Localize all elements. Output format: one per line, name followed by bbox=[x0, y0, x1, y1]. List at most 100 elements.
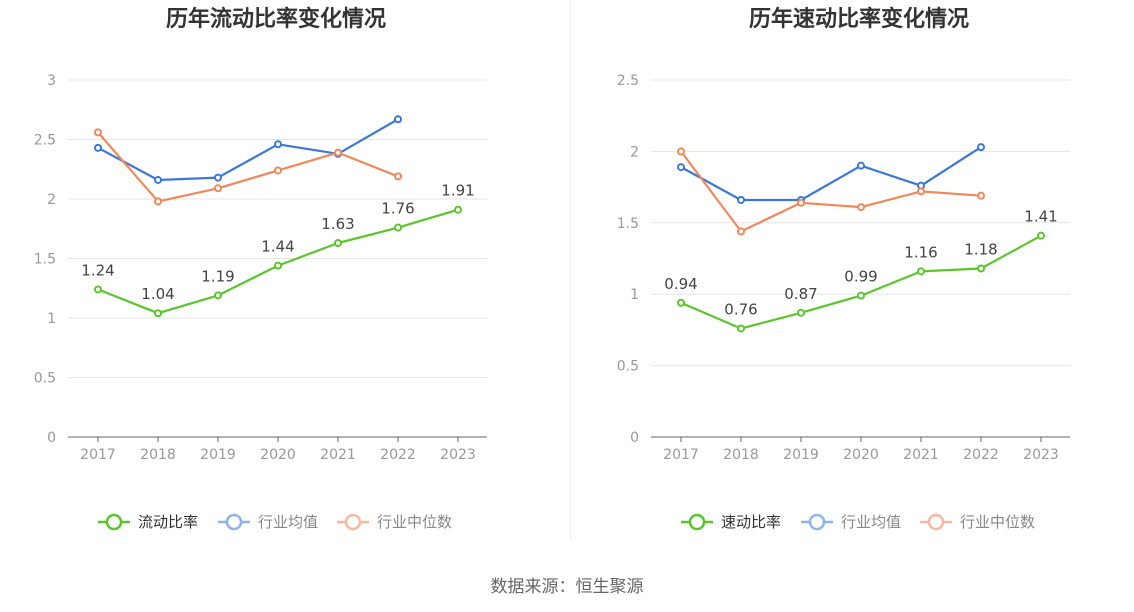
chart-panel-2: 历年速动比率变化情况 0 0.5 1 1.5 2 2.5 2017 2018 2019 2020 20… bbox=[617, 6, 1070, 531]
data-point bbox=[737, 324, 745, 333]
x-tick-label: 2017 bbox=[663, 447, 699, 463]
legend-marker bbox=[688, 513, 706, 531]
legend-label: 行业中位数 bbox=[377, 513, 452, 531]
panel-divider bbox=[570, 0, 571, 540]
legend-item: 行业中位数 bbox=[920, 513, 1035, 531]
data-label: 1.63 bbox=[321, 215, 354, 233]
y-tick-label: 2 bbox=[630, 144, 639, 160]
data-point bbox=[274, 261, 282, 270]
data-point bbox=[977, 191, 985, 200]
legend-label: 流动比率 bbox=[138, 513, 198, 531]
series-line bbox=[97, 118, 399, 182]
data-point bbox=[274, 166, 282, 175]
data-label: 0.99 bbox=[844, 268, 877, 286]
chart-title: 历年速动比率变化情况 bbox=[749, 6, 969, 32]
legend-label: 行业均值 bbox=[841, 513, 901, 531]
data-label: 1.44 bbox=[261, 238, 294, 256]
data-point bbox=[857, 291, 865, 300]
data-point bbox=[737, 227, 745, 236]
data-point bbox=[454, 205, 462, 214]
data-point bbox=[274, 140, 282, 149]
y-tick-label: 0 bbox=[47, 430, 56, 446]
y-tick-label: 1.5 bbox=[34, 252, 56, 268]
data-point bbox=[677, 298, 685, 307]
data-point bbox=[154, 175, 162, 184]
data-point bbox=[214, 291, 222, 300]
data-point bbox=[94, 128, 102, 137]
x-tick-label: 2018 bbox=[140, 447, 176, 463]
y-tick-label: 1 bbox=[630, 287, 639, 303]
legend-marker bbox=[225, 513, 243, 531]
y-tick-label: 2.5 bbox=[617, 73, 639, 89]
data-point bbox=[917, 267, 925, 276]
data-point bbox=[857, 161, 865, 170]
data-point bbox=[1037, 231, 1045, 240]
data-label: 1.04 bbox=[141, 285, 174, 303]
data-label: 1.16 bbox=[904, 243, 937, 261]
data-label: 1.19 bbox=[201, 267, 234, 285]
series-line bbox=[680, 146, 982, 202]
legend-marker bbox=[105, 513, 123, 531]
data-point bbox=[737, 195, 745, 204]
y-tick-label: 3 bbox=[47, 73, 56, 89]
series-line bbox=[680, 150, 982, 233]
data-point bbox=[797, 308, 805, 317]
data-point bbox=[394, 115, 402, 124]
data-point bbox=[334, 239, 342, 248]
legend-label: 行业均值 bbox=[258, 513, 318, 531]
data-point bbox=[94, 143, 102, 152]
legend-marker bbox=[808, 513, 826, 531]
data-point bbox=[394, 223, 402, 232]
data-label: 0.94 bbox=[664, 275, 697, 293]
legend-item: 速动比率 bbox=[681, 513, 781, 531]
legend-label: 行业中位数 bbox=[960, 513, 1035, 531]
legend-item: 流动比率 bbox=[98, 513, 198, 531]
y-tick-label: 1 bbox=[47, 311, 56, 327]
x-tick-label: 2019 bbox=[200, 447, 236, 463]
data-label: 1.24 bbox=[81, 261, 114, 279]
series-line bbox=[97, 131, 399, 203]
y-tick-label: 2 bbox=[47, 192, 56, 208]
data-point bbox=[154, 197, 162, 206]
data-label: 0.87 bbox=[784, 285, 817, 303]
legend-label: 速动比率 bbox=[721, 513, 781, 531]
y-tick-label: 0.5 bbox=[617, 359, 639, 375]
y-tick-label: 0.5 bbox=[34, 371, 56, 387]
data-point bbox=[977, 264, 985, 273]
y-tick-label: 2.5 bbox=[34, 133, 56, 149]
x-tick-label: 2023 bbox=[1023, 447, 1059, 463]
legend-marker bbox=[927, 513, 945, 531]
x-tick-label: 2021 bbox=[320, 447, 356, 463]
x-tick-label: 2020 bbox=[260, 447, 296, 463]
data-point bbox=[394, 172, 402, 181]
data-point bbox=[94, 285, 102, 294]
x-tick-label: 2021 bbox=[903, 447, 939, 463]
data-point bbox=[857, 203, 865, 212]
data-point bbox=[677, 163, 685, 172]
data-label: 0.76 bbox=[724, 300, 757, 318]
data-point bbox=[797, 198, 805, 207]
legend-item: 行业均值 bbox=[801, 513, 901, 531]
data-point bbox=[214, 173, 222, 182]
data-label: 1.76 bbox=[381, 200, 414, 218]
x-tick-label: 2022 bbox=[380, 447, 416, 463]
legend-item: 行业均值 bbox=[218, 513, 318, 531]
x-tick-label: 2020 bbox=[843, 447, 879, 463]
x-tick-label: 2022 bbox=[963, 447, 999, 463]
data-point bbox=[334, 148, 342, 157]
chart-panel-1: 历年流动比率变化情况 0 0.5 1 1.5 2 2.5 3 2017 2018 2019 2020 2… bbox=[34, 6, 487, 531]
x-tick-label: 2019 bbox=[783, 447, 819, 463]
legend-item: 行业中位数 bbox=[337, 513, 452, 531]
x-tick-label: 2018 bbox=[723, 447, 759, 463]
y-tick-label: 0 bbox=[630, 430, 639, 446]
chart-title: 历年流动比率变化情况 bbox=[166, 6, 386, 32]
x-tick-label: 2017 bbox=[80, 447, 116, 463]
data-point bbox=[917, 187, 925, 196]
data-source-caption: 数据来源：恒生聚源 bbox=[490, 577, 644, 597]
data-label: 1.91 bbox=[441, 182, 474, 200]
y-tick-label: 1.5 bbox=[617, 216, 639, 232]
data-point bbox=[677, 147, 685, 156]
legend-marker bbox=[344, 513, 362, 531]
